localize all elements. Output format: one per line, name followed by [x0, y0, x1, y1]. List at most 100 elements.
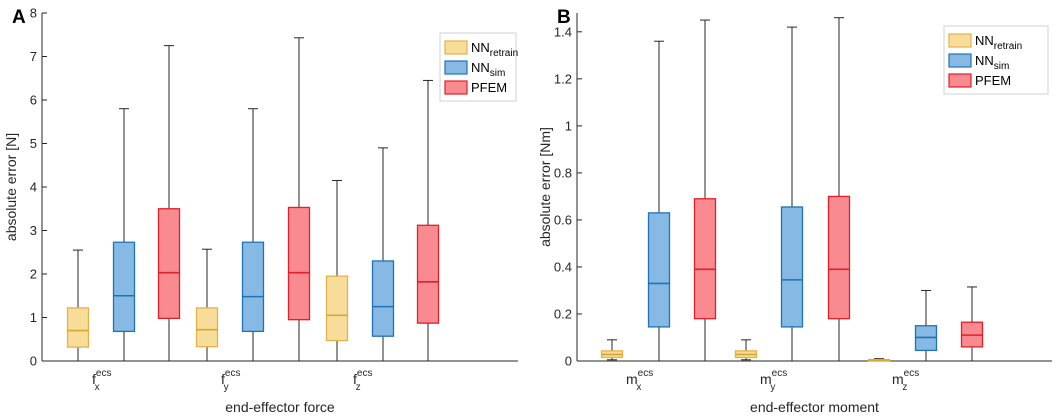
y-tick-label: 6: [30, 93, 37, 108]
y-tick-label: 3: [30, 223, 37, 238]
category-base: m: [892, 371, 904, 387]
box-pfem: [287, 37, 311, 362]
panel-letter: B: [557, 7, 571, 28]
box-sim: [780, 26, 804, 362]
legend-swatch-pfem: [444, 80, 468, 95]
category-base: f: [221, 371, 225, 387]
y-tick-label: 1.2: [554, 71, 572, 86]
box-sim: [112, 108, 136, 362]
box-retrain: [66, 249, 90, 362]
legend-swatch-pfem: [948, 73, 972, 88]
legend-label-pfem: PFEM: [471, 80, 507, 95]
box-pfem: [827, 17, 851, 362]
iqr-box: [287, 206, 311, 321]
y-tick-label: 2: [30, 267, 37, 282]
category-subscript: x: [95, 382, 100, 393]
iqr-box: [157, 208, 181, 320]
category-subscript: x: [636, 382, 641, 393]
box-retrain: [600, 339, 624, 361]
category-subscript: y: [770, 382, 775, 393]
category-base: m: [760, 371, 772, 387]
x-axis-label: end-effector moment: [750, 399, 879, 415]
box-retrain: [325, 179, 349, 362]
category-superscript: ecs: [904, 368, 920, 379]
y-tick-label: 0: [565, 354, 572, 369]
panel-a-force-boxplot: A 0 1 2 3 4 5 6 7 8 absolute error [N] end-effector…: [3, 6, 518, 416]
category-subscript: z: [356, 382, 361, 393]
y-tick-label: 1: [565, 118, 572, 133]
legend-label-subscript: sim: [994, 61, 1010, 72]
x-category-label: mecs x: [626, 368, 653, 393]
legend-label-base: NN: [471, 40, 490, 55]
y-axis-label: absolute error [N]: [3, 133, 19, 241]
box-pfem: [960, 286, 984, 362]
iqr-box: [195, 307, 219, 348]
y-tick-label: 4: [30, 180, 37, 195]
x-category-label: fecs z: [353, 368, 372, 393]
legend-label-subscript: retrain: [994, 41, 1022, 52]
category-superscript: ecs: [638, 368, 654, 379]
box-sim: [371, 147, 395, 362]
panel-letter: A: [12, 7, 26, 28]
legend-swatch-retrain: [948, 33, 972, 48]
legend-label-pfem: PFEM: [975, 73, 1011, 88]
y-tick-label: 5: [30, 136, 37, 151]
iqr-box: [112, 241, 136, 333]
legend-label-sim: NNsim: [471, 60, 505, 79]
legend-swatch-retrain: [444, 40, 468, 55]
x-category-label: fecs y: [221, 368, 240, 393]
iqr-box: [241, 241, 265, 333]
category-superscript: ecs: [225, 368, 241, 379]
x-category-label: mecs z: [892, 368, 919, 393]
y-tick-label: 8: [30, 6, 37, 21]
category-superscript: ecs: [357, 368, 373, 379]
box-sim: [914, 289, 938, 362]
category-base: f: [353, 371, 357, 387]
x-axis-label: end-effector force: [225, 399, 335, 415]
category-subscript: y: [224, 382, 229, 393]
legend-swatch-sim: [444, 60, 468, 75]
y-tick-label: 0.6: [554, 212, 572, 227]
legend-label-subscript: sim: [490, 68, 506, 79]
box-pfem: [157, 45, 181, 362]
legend-label-sim: NNsim: [975, 53, 1009, 72]
legend-label-base: NN: [975, 53, 994, 68]
iqr-box: [647, 212, 671, 328]
category-subscript: z: [902, 382, 907, 393]
box-sim: [241, 108, 265, 362]
iqr-box: [325, 275, 349, 342]
y-tick-label: 0.8: [554, 165, 572, 180]
legend-label-base: NN: [975, 33, 994, 48]
y-tick-label: 0.2: [554, 306, 572, 321]
iqr-box: [66, 307, 90, 348]
y-tick-label: 7: [30, 49, 37, 64]
box-pfem: [416, 79, 440, 362]
category-base: f: [92, 371, 96, 387]
x-category-label: fecs x: [92, 368, 111, 393]
y-tick-label: 0.4: [554, 259, 572, 274]
y-tick-label: 1.4: [554, 24, 572, 39]
category-superscript: ecs: [96, 368, 112, 379]
iqr-box: [780, 206, 804, 328]
legend-label-retrain: NNretrain: [471, 40, 518, 59]
x-category-label: mecs y: [760, 368, 787, 393]
y-axis-label: absolute error [Nm]: [537, 127, 553, 247]
legend-label-base: NN: [471, 60, 490, 75]
iqr-box: [371, 260, 395, 337]
iqr-box: [827, 195, 851, 320]
box-retrain: [734, 339, 758, 361]
box-retrain: [195, 248, 219, 362]
box-pfem: [693, 19, 717, 362]
category-base: m: [626, 371, 638, 387]
y-tick-label: 1: [30, 310, 37, 325]
category-superscript: ecs: [772, 368, 788, 379]
iqr-box: [416, 224, 440, 324]
legend-swatch-sim: [948, 53, 972, 68]
panel-b-moment-boxplot: B 0 0.2 0.4 0.6 0.8 1 1.2 1.4 absolute error [Nm]…: [537, 7, 1052, 415]
legend-label-base: PFEM: [975, 73, 1011, 88]
legend-label-subscript: retrain: [490, 48, 518, 59]
iqr-box: [693, 198, 717, 320]
